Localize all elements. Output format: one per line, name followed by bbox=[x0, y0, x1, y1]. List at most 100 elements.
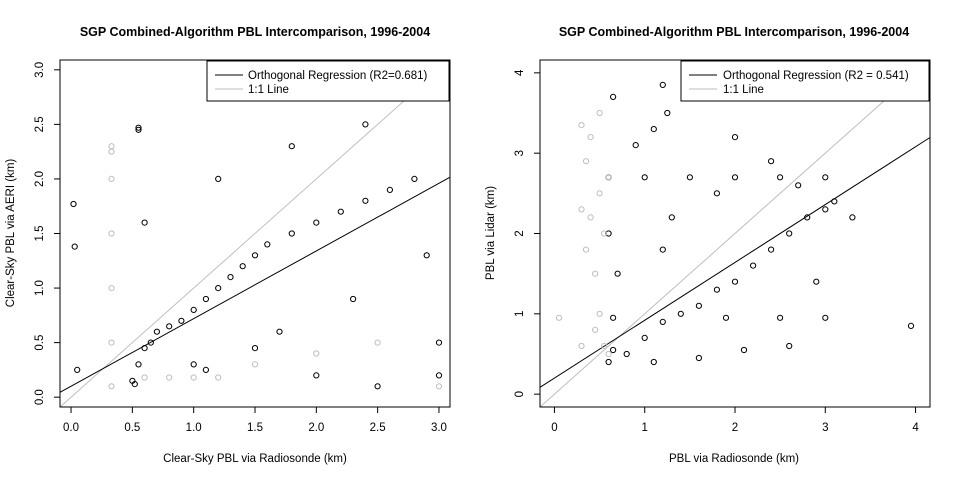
right-data-point bbox=[731, 174, 739, 181]
left-data-point bbox=[411, 175, 418, 182]
right-data-point bbox=[731, 134, 739, 141]
left-x-tick-label: 2.0 bbox=[308, 422, 324, 434]
left-x-tick-label: 3.0 bbox=[431, 422, 447, 434]
left-data-point bbox=[108, 148, 115, 155]
left-data-point bbox=[190, 374, 197, 381]
left-data-point bbox=[108, 339, 115, 346]
left-data-point bbox=[166, 323, 173, 330]
right-data-point bbox=[659, 81, 666, 89]
left-data-point bbox=[362, 121, 369, 128]
right-legend-identity-label: 1:1 Line bbox=[723, 84, 764, 96]
right-data-point bbox=[822, 206, 829, 213]
left-x-axis-ticks: 0.0 0.5 1.0 1.5 2.0 2.5 3.0 bbox=[63, 407, 447, 434]
left-data-point bbox=[135, 126, 142, 133]
left-legend-regression-label: Orthogonal Regression (R2=0.681) bbox=[248, 70, 427, 82]
right-data-point bbox=[740, 346, 748, 354]
right-legend-regression-label: Orthogonal Regression (R2 = 0.541) bbox=[723, 70, 909, 82]
left-data-point bbox=[313, 372, 320, 379]
right-reference-lines bbox=[539, 59, 931, 408]
right-data-point bbox=[695, 302, 703, 309]
right-x-tick-label: 2 bbox=[732, 422, 738, 434]
left-data-point bbox=[108, 230, 115, 237]
right-data-point bbox=[822, 174, 829, 181]
left-data-point bbox=[313, 219, 320, 226]
left-y-axis-ticks: 0.0 0.5 1.0 1.5 2.0 2.5 3.0 bbox=[34, 62, 60, 405]
left-data-point bbox=[288, 143, 295, 150]
right-data-point bbox=[614, 270, 621, 277]
right-data-point bbox=[605, 230, 612, 237]
right-data-point bbox=[677, 310, 684, 317]
right-data-point bbox=[831, 198, 838, 205]
right-data-point bbox=[849, 214, 856, 221]
right-data-point bbox=[587, 214, 594, 221]
right-x-axis-label: PBL via Radiosonde (km) bbox=[669, 453, 799, 465]
right-data-point bbox=[596, 109, 603, 117]
right-data-point bbox=[592, 270, 599, 277]
left-y-tick-label: 2.0 bbox=[34, 171, 46, 187]
left-data-point bbox=[153, 328, 160, 335]
right-data-point bbox=[713, 190, 721, 197]
left-x-tick-label: 1.0 bbox=[186, 422, 202, 434]
right-data-point bbox=[601, 342, 608, 350]
right-data-point bbox=[659, 246, 666, 253]
left-data-point bbox=[190, 306, 197, 313]
left-data-point bbox=[423, 252, 430, 259]
right-data-point bbox=[596, 310, 603, 317]
right-data-point bbox=[786, 342, 793, 350]
right-data-point bbox=[610, 93, 617, 101]
right-regression-line bbox=[539, 137, 931, 388]
right-x-axis-ticks: 0 1 2 3 4 bbox=[551, 407, 919, 434]
right-data-point bbox=[582, 246, 590, 253]
right-plot-area bbox=[539, 59, 931, 408]
left-chart-title: SGP Combined-Algorithm PBL Intercomparis… bbox=[80, 25, 430, 39]
right-data-point bbox=[768, 246, 775, 253]
right-data-point bbox=[777, 174, 784, 181]
right-legend: Orthogonal Regression (R2 = 0.541) 1:1 L… bbox=[680, 60, 930, 102]
left-data-point bbox=[135, 124, 142, 131]
right-scatter-panel: SGP Combined-Algorithm PBL Intercomparis… bbox=[485, 25, 931, 465]
right-data-point bbox=[650, 126, 657, 133]
left-scatter-panel: SGP Combined-Algorithm PBL Intercomparis… bbox=[5, 25, 451, 465]
left-data-point bbox=[239, 263, 246, 270]
left-data-point bbox=[288, 230, 295, 237]
left-data-point bbox=[215, 175, 222, 182]
left-data-point bbox=[374, 339, 381, 346]
left-data-point bbox=[251, 345, 259, 352]
left-x-tick-label: 1.5 bbox=[247, 422, 263, 434]
left-data-point bbox=[108, 285, 115, 292]
left-data-point bbox=[141, 219, 148, 226]
left-identity-line bbox=[59, 59, 451, 408]
left-reference-lines bbox=[59, 59, 451, 408]
left-regression-line bbox=[59, 176, 451, 393]
left-y-tick-label: 2.5 bbox=[34, 116, 46, 132]
right-data-point bbox=[610, 346, 617, 354]
left-data-points bbox=[70, 121, 443, 390]
left-data-point bbox=[202, 366, 209, 373]
left-data-point bbox=[190, 361, 197, 368]
right-data-point bbox=[659, 318, 666, 325]
right-data-point bbox=[605, 174, 612, 181]
right-data-point bbox=[813, 278, 820, 285]
right-data-point bbox=[601, 230, 608, 237]
right-data-point bbox=[596, 190, 603, 197]
right-data-point bbox=[713, 286, 721, 293]
right-y-axis-label: PBL via Lidar (km) bbox=[485, 186, 497, 280]
right-data-point bbox=[822, 314, 829, 321]
left-x-axis-label: Clear-Sky PBL via Radiosonde (km) bbox=[163, 453, 347, 465]
right-data-point bbox=[750, 262, 757, 269]
right-data-point bbox=[686, 174, 694, 181]
right-x-tick-label: 4 bbox=[912, 422, 919, 434]
right-data-point bbox=[605, 358, 612, 366]
left-data-point bbox=[276, 328, 283, 335]
left-legend: Orthogonal Regression (R2=0.681) 1:1 Lin… bbox=[206, 60, 450, 102]
right-data-point bbox=[610, 314, 617, 321]
right-y-tick-label: 3 bbox=[514, 150, 526, 156]
left-data-point bbox=[71, 243, 78, 250]
left-data-point bbox=[215, 285, 222, 292]
right-data-point bbox=[641, 334, 648, 341]
left-data-point bbox=[435, 383, 443, 390]
left-data-point bbox=[264, 241, 271, 248]
right-data-point bbox=[641, 174, 648, 181]
left-data-point bbox=[108, 143, 115, 150]
